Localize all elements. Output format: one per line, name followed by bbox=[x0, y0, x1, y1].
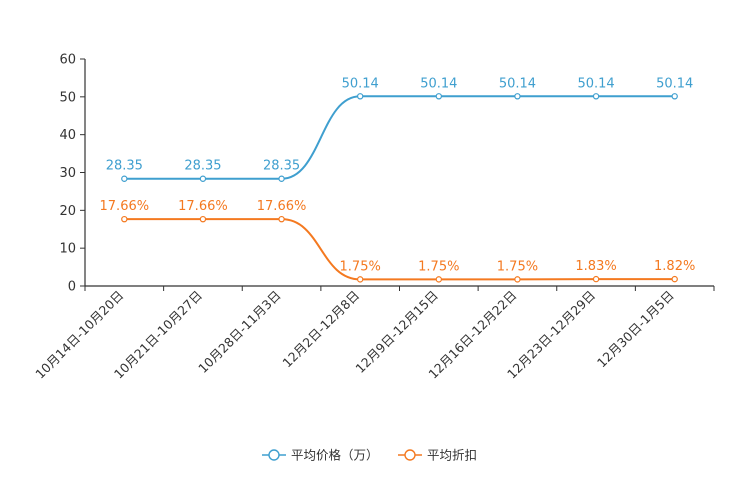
legend-label: 平均价格（万） bbox=[291, 448, 379, 463]
legend: 平均价格（万） 平均折扣 bbox=[262, 448, 477, 463]
data-point bbox=[514, 93, 521, 100]
data-point bbox=[121, 175, 128, 182]
data-label: 1.75% bbox=[418, 259, 459, 274]
x-category-label: 12月30日-1月5日 bbox=[594, 288, 677, 371]
legend-circle-marker bbox=[268, 449, 280, 461]
x-category-label: 12月16日-12月22日 bbox=[425, 288, 519, 382]
y-tick-label: 50 bbox=[59, 90, 76, 105]
data-point bbox=[435, 276, 443, 283]
data-point bbox=[356, 93, 364, 100]
x-category-label: 12月2日-12月8日 bbox=[279, 288, 362, 371]
series-layer: 28.35 28.35 28.35 50.14 50.14 50.14 50.14 50.14… bbox=[100, 76, 695, 283]
data-point bbox=[592, 275, 600, 283]
data-label: 28.35 bbox=[184, 159, 221, 174]
data-point bbox=[356, 276, 364, 283]
data-label: 50.14 bbox=[656, 76, 693, 91]
data-label: 17.66% bbox=[178, 199, 228, 214]
series-line bbox=[124, 218, 675, 281]
x-category-label: 10月28日-11月3日 bbox=[195, 288, 284, 377]
data-label: 17.66% bbox=[257, 199, 307, 214]
data-label: 28.35 bbox=[263, 159, 300, 174]
y-axis: 0 10 20 30 40 50 60 bbox=[59, 53, 86, 295]
legend-circle-marker bbox=[404, 449, 416, 461]
y-tick-label: 40 bbox=[59, 128, 76, 143]
data-point bbox=[435, 93, 443, 100]
data-point bbox=[121, 215, 128, 223]
data-point bbox=[592, 93, 600, 100]
data-label: 50.14 bbox=[342, 76, 379, 91]
data-label: 1.82% bbox=[654, 259, 695, 274]
data-label: 50.14 bbox=[499, 76, 536, 91]
data-label: 17.66% bbox=[100, 199, 150, 214]
y-tick-label: 30 bbox=[59, 166, 76, 181]
y-tick-label: 10 bbox=[59, 242, 76, 257]
y-tick-label: 20 bbox=[59, 204, 76, 219]
data-label: 1.83% bbox=[575, 259, 616, 274]
data-point bbox=[199, 175, 207, 182]
legend-label: 平均折扣 bbox=[427, 448, 477, 463]
x-category-label: 10月21日-10月27日 bbox=[111, 288, 205, 382]
data-point bbox=[278, 175, 285, 182]
data-label: 28.35 bbox=[106, 159, 143, 174]
series-1: 28.35 28.35 28.35 50.14 50.14 50.14 50.14 50.14 bbox=[106, 76, 693, 182]
data-label: 50.14 bbox=[420, 76, 457, 91]
y-tick-label: 0 bbox=[68, 280, 76, 295]
x-category-label: 12月9日-12月15日 bbox=[352, 288, 441, 377]
data-point bbox=[199, 215, 207, 223]
legend-item-1: 平均价格（万） bbox=[262, 448, 379, 463]
y-tick-label: 60 bbox=[59, 53, 76, 68]
x-category-label: 12月23日-12月29日 bbox=[504, 288, 598, 382]
series-line bbox=[124, 95, 675, 180]
data-label: 50.14 bbox=[577, 76, 614, 91]
data-point bbox=[278, 215, 285, 223]
data-label: 1.75% bbox=[497, 259, 538, 274]
series-2: 17.66% 17.66% 17.66% 1.75% 1.75% 1.75% 1.83% 1.… bbox=[100, 199, 695, 283]
data-point bbox=[671, 93, 678, 100]
data-point bbox=[671, 275, 678, 283]
x-category-label: 10月14日-10月20日 bbox=[32, 288, 126, 382]
x-axis: 10月14日-10月20日10月21日-10月27日10月28日-11月3日12… bbox=[32, 285, 715, 382]
legend-item-2: 平均折扣 bbox=[398, 448, 477, 463]
data-point bbox=[514, 276, 521, 283]
data-label: 1.75% bbox=[340, 259, 381, 274]
